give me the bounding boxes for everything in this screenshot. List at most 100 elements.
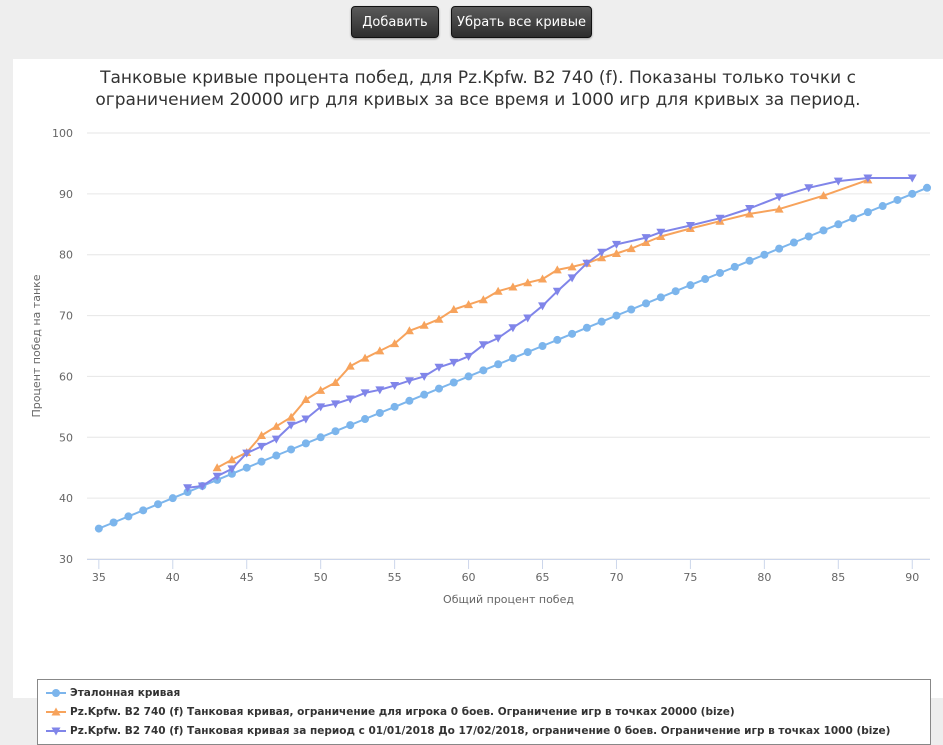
data-point-reference-curve bbox=[804, 232, 813, 241]
data-point-reference-curve bbox=[508, 354, 517, 363]
data-point-period-curve bbox=[390, 382, 400, 391]
data-point-period-curve bbox=[360, 389, 370, 398]
data-point-tank-curve bbox=[478, 295, 488, 304]
data-point-reference-curve bbox=[612, 311, 621, 320]
x-tick-label: 35 bbox=[92, 571, 106, 584]
data-point-reference-curve bbox=[760, 250, 769, 259]
data-point-period-curve bbox=[330, 400, 340, 409]
data-point-tank-curve bbox=[419, 320, 429, 329]
data-point-reference-curve bbox=[227, 469, 236, 478]
data-point-tank-curve bbox=[552, 265, 562, 274]
data-point-reference-curve bbox=[582, 323, 591, 332]
data-point-tank-curve bbox=[330, 378, 340, 387]
data-point-tank-curve bbox=[345, 361, 355, 370]
data-point-reference-curve bbox=[671, 287, 680, 296]
data-point-period-curve bbox=[656, 228, 666, 237]
y-tick-label: 50 bbox=[59, 431, 73, 444]
chart-title-line: ограничением 20000 игр для кривых за все… bbox=[95, 90, 860, 110]
x-axis-title: Общий процент побед bbox=[443, 593, 574, 606]
data-point-period-curve bbox=[611, 240, 621, 249]
legend-label-reference: Эталонная кривая bbox=[70, 687, 181, 699]
data-point-reference-curve bbox=[124, 512, 133, 521]
y-axis-title: Процент побед на танке bbox=[30, 274, 43, 417]
data-point-reference-curve bbox=[479, 366, 488, 375]
data-point-reference-curve bbox=[523, 348, 532, 357]
data-point-tank-curve bbox=[227, 455, 237, 464]
data-point-reference-curve bbox=[361, 415, 370, 424]
data-point-period-curve bbox=[478, 341, 488, 350]
data-point-period-curve bbox=[552, 287, 562, 296]
data-point-tank-curve bbox=[464, 300, 474, 309]
data-point-tank-curve bbox=[508, 282, 518, 291]
chart-panel: Танковые кривые процента побед, для Pz.K… bbox=[13, 59, 943, 745]
remove-all-curves-button[interactable]: Убрать все кривые bbox=[451, 6, 592, 38]
data-point-reference-curve bbox=[272, 451, 281, 460]
x-tick-label: 55 bbox=[388, 571, 402, 584]
data-point-reference-curve bbox=[553, 335, 562, 344]
data-point-period-curve bbox=[493, 334, 503, 343]
data-point-reference-curve bbox=[789, 238, 798, 247]
legend-label-tank-curve: Pz.Kpfw. B2 740 (f) Танковая кривая, огр… bbox=[70, 706, 735, 718]
data-point-reference-curve bbox=[242, 463, 251, 472]
y-tick-label: 70 bbox=[59, 310, 73, 323]
data-point-period-curve bbox=[449, 358, 459, 367]
data-point-period-curve bbox=[685, 222, 695, 231]
data-point-reference-curve bbox=[420, 390, 429, 399]
data-point-reference-curve bbox=[923, 183, 932, 192]
series-line-tank-curve bbox=[216, 178, 869, 469]
data-point-reference-curve bbox=[153, 500, 162, 509]
data-point-reference-curve bbox=[375, 408, 384, 417]
y-tick-label: 80 bbox=[59, 249, 73, 262]
winrate-chart: Танковые кривые процента побед, для Pz.K… bbox=[30, 68, 932, 606]
data-point-period-curve bbox=[345, 395, 355, 404]
data-point-period-curve bbox=[271, 435, 281, 444]
data-point-reference-curve bbox=[168, 494, 177, 503]
data-point-tank-curve bbox=[819, 191, 829, 200]
data-point-tank-curve bbox=[611, 248, 621, 257]
y-tick-label: 40 bbox=[59, 492, 73, 505]
chart-legend: Эталонная кривая Pz.Kpfw. B2 740 (f) Тан… bbox=[37, 679, 931, 745]
data-point-reference-curve bbox=[139, 506, 148, 515]
x-tick-label: 90 bbox=[905, 571, 919, 584]
data-point-reference-curve bbox=[434, 384, 443, 393]
data-point-tank-curve bbox=[449, 304, 459, 313]
data-point-reference-curve bbox=[642, 299, 651, 308]
data-point-period-curve bbox=[375, 386, 385, 395]
data-point-period-curve bbox=[715, 214, 725, 223]
data-point-reference-curve bbox=[745, 256, 754, 265]
data-point-reference-curve bbox=[464, 372, 473, 381]
data-point-tank-curve bbox=[538, 274, 548, 283]
data-point-period-curve bbox=[582, 259, 592, 268]
data-point-reference-curve bbox=[627, 305, 636, 314]
data-point-period-curve bbox=[183, 484, 193, 493]
data-point-period-curve bbox=[907, 174, 917, 183]
data-point-reference-curve bbox=[878, 202, 887, 211]
data-point-reference-curve bbox=[287, 445, 296, 454]
data-point-reference-curve bbox=[538, 342, 547, 350]
data-point-reference-curve bbox=[834, 220, 843, 229]
x-tick-label: 65 bbox=[536, 571, 550, 584]
data-point-reference-curve bbox=[109, 518, 118, 527]
data-point-period-curve bbox=[227, 465, 237, 474]
data-point-reference-curve bbox=[94, 524, 103, 533]
add-button[interactable]: Добавить bbox=[351, 6, 439, 38]
data-point-reference-curve bbox=[849, 214, 858, 223]
data-point-reference-curve bbox=[494, 360, 503, 369]
legend-label-period-curve: Pz.Kpfw. B2 740 (f) Танковая кривая за п… bbox=[70, 725, 891, 737]
x-tick-label: 45 bbox=[240, 571, 254, 584]
data-point-tank-curve bbox=[404, 326, 414, 335]
data-point-tank-curve bbox=[360, 353, 370, 362]
data-point-reference-curve bbox=[819, 226, 828, 235]
x-tick-label: 80 bbox=[757, 571, 771, 584]
data-point-period-curve bbox=[197, 482, 207, 491]
data-point-reference-curve bbox=[656, 293, 665, 302]
data-point-reference-curve bbox=[301, 439, 310, 448]
data-point-reference-curve bbox=[257, 457, 266, 466]
data-point-period-curve bbox=[641, 234, 651, 243]
data-point-tank-curve bbox=[523, 278, 533, 287]
x-tick-label: 75 bbox=[683, 571, 697, 584]
x-tick-label: 85 bbox=[831, 571, 845, 584]
data-point-period-curve bbox=[833, 177, 843, 186]
y-tick-label: 90 bbox=[59, 188, 73, 201]
data-point-tank-curve bbox=[493, 286, 503, 295]
